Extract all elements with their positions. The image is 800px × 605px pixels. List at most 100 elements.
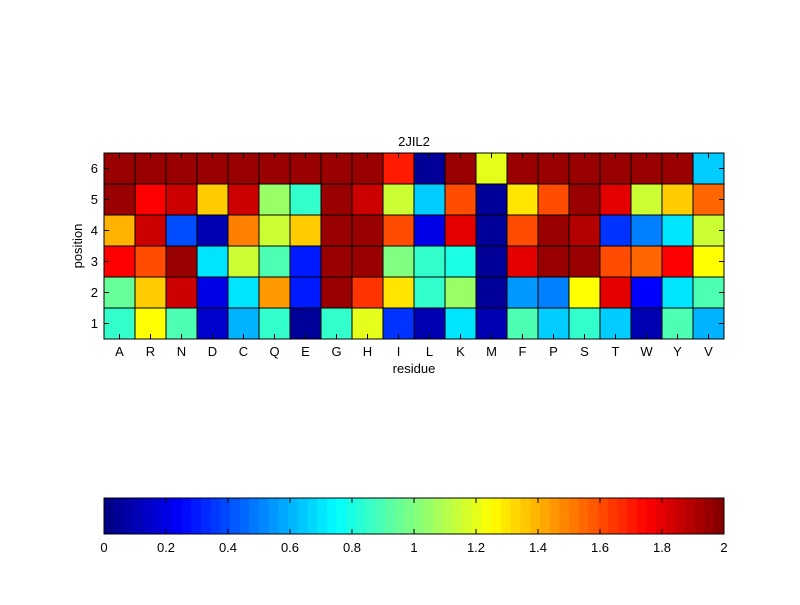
- colorbar-segment: [627, 498, 638, 534]
- colorbar-segment: [607, 498, 618, 534]
- heatmap-cell-S-3: [569, 246, 601, 278]
- colorbar-segment: [549, 498, 560, 534]
- heatmap-cell-Y-3: [662, 246, 694, 278]
- colorbar-segment: [104, 498, 115, 534]
- heatmap-cell-L-5: [414, 184, 446, 216]
- colorbar-segment: [375, 498, 386, 534]
- chart-title: 2JIL2: [398, 134, 430, 149]
- y-tick-labels: 1 2 3 4 5 6: [91, 161, 98, 331]
- colorbar-segment: [239, 498, 250, 534]
- heatmap-cell-K-4: [445, 215, 477, 247]
- heatmap-cell-P-4: [538, 215, 570, 247]
- colorbar-segment: [510, 498, 521, 534]
- colorbar-segment: [665, 498, 676, 534]
- heatmap-cell-A-2: [104, 277, 136, 309]
- x-tick-label: R: [146, 344, 155, 359]
- colorbar-segment: [171, 498, 182, 534]
- heatmap-cell-K-2: [445, 277, 477, 309]
- heatmap-cell-W-2: [631, 277, 663, 309]
- colorbar-segment: [288, 498, 299, 534]
- colorbar-segment: [384, 498, 396, 534]
- x-tick-label: T: [612, 344, 620, 359]
- x-tick-label: N: [177, 344, 186, 359]
- heatmap-cell-E-3: [290, 246, 322, 278]
- x-tick-label: D: [208, 344, 217, 359]
- heatmap-cell-Y-4: [662, 215, 694, 247]
- heatmap-cell-M-2: [476, 277, 508, 309]
- heatmap-cell-T-3: [600, 246, 632, 278]
- heatmap-cell-I-6: [383, 153, 415, 185]
- heatmap-cell-P-3: [538, 246, 570, 278]
- colorbar-tick-labels: 0 0.2 0.4 0.6 0.8 1 1.2 1.4 1.6 1.8 2: [100, 540, 727, 555]
- heatmap-cell-G-2: [321, 277, 353, 309]
- colorbar-segment: [646, 498, 657, 534]
- x-tick-label: L: [426, 344, 433, 359]
- colorbar-segment: [181, 498, 192, 534]
- heatmap-cell-W-5: [631, 184, 663, 216]
- colorbar-segment: [617, 498, 628, 534]
- heatmap-cell-S-6: [569, 153, 601, 185]
- colorbar-segment: [636, 498, 647, 534]
- colorbar-tick-label: 0.6: [281, 540, 299, 555]
- colorbar-segment: [414, 498, 425, 534]
- heatmap-cell-E-6: [290, 153, 322, 185]
- heatmap-cell-F-6: [507, 153, 539, 185]
- y-tick-label: 4: [91, 223, 98, 238]
- colorbar-tick-label: 1.2: [467, 540, 485, 555]
- heatmap-cell-T-5: [600, 184, 632, 216]
- heatmap-cell-K-5: [445, 184, 477, 216]
- heatmap-cell-M-6: [476, 153, 508, 185]
- colorbar-segment: [268, 498, 279, 534]
- heatmap-cell-Q-5: [259, 184, 291, 216]
- colorbar-segment: [152, 498, 163, 534]
- heatmap-cell-T-2: [600, 277, 632, 309]
- heatmap-cell-M-5: [476, 184, 508, 216]
- colorbar-segment: [200, 498, 211, 534]
- heatmap-cell-G-4: [321, 215, 353, 247]
- heatmap-cell-L-6: [414, 153, 446, 185]
- heatmap-cell-P-6: [538, 153, 570, 185]
- colorbar-segment: [530, 498, 541, 534]
- heatmap-cell-C-2: [228, 277, 260, 309]
- colorbar-segment: [462, 498, 473, 534]
- heatmap-cell-M-4: [476, 215, 508, 247]
- colorbar-segment: [472, 498, 483, 534]
- y-tick-marks: [104, 168, 724, 324]
- colorbar-tick-label: 0: [100, 540, 107, 555]
- heatmap-cell-W-6: [631, 153, 663, 185]
- x-tick-label: H: [363, 344, 372, 359]
- colorbar-segment: [336, 498, 347, 534]
- heatmap-cell-N-2: [166, 277, 198, 309]
- heatmap-cell-P-5: [538, 184, 570, 216]
- colorbar-segment: [307, 498, 318, 534]
- colorbar-segment: [133, 498, 144, 534]
- heatmap-cell-I-5: [383, 184, 415, 216]
- heatmap-cell-R-6: [135, 153, 167, 185]
- colorbar-segment: [326, 498, 337, 534]
- heatmap-cell-K-6: [445, 153, 477, 185]
- heatmap-cell-C-3: [228, 246, 260, 278]
- heatmap-cell-Q-4: [259, 215, 291, 247]
- colorbar-segment: [229, 498, 241, 534]
- colorbar-tick-label: 1.8: [653, 540, 671, 555]
- colorbar-tick-label: 0.8: [343, 540, 361, 555]
- colorbar: [104, 498, 725, 534]
- heatmap-cell-S-5: [569, 184, 601, 216]
- heatmap-cell-P-2: [538, 277, 570, 309]
- colorbar-segment: [578, 498, 589, 534]
- heatmap-cell-H-3: [352, 246, 384, 278]
- x-tick-label: S: [580, 344, 589, 359]
- heatmap-cell-L-4: [414, 215, 446, 247]
- colorbar-tick-label: 2: [720, 540, 727, 555]
- colorbar-segment: [520, 498, 531, 534]
- colorbar-segment: [433, 498, 444, 534]
- heatmap-cell-A-5: [104, 184, 136, 216]
- heatmap-cell-C-6: [228, 153, 260, 185]
- heatmap-cell-D-2: [197, 277, 229, 309]
- colorbar-segment: [404, 498, 415, 534]
- colorbar-tick-label: 1: [410, 540, 417, 555]
- heatmap-cell-D-4: [197, 215, 229, 247]
- colorbar-segment: [394, 498, 405, 534]
- colorbar-segment: [210, 498, 221, 534]
